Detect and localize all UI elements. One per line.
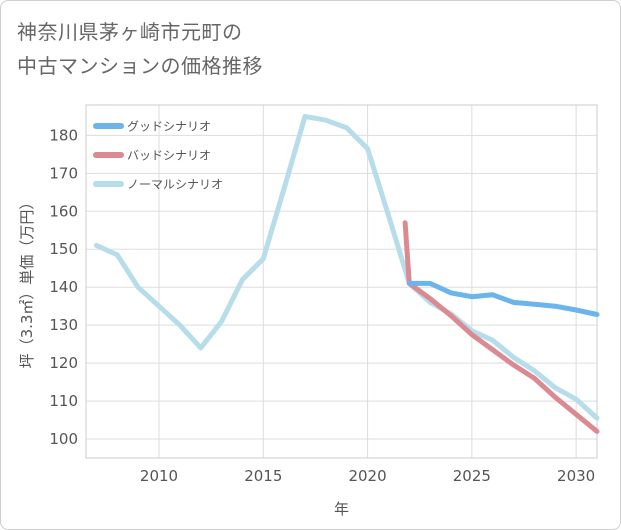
legend-label-0: グッドシナリオ <box>127 120 211 134</box>
series-lines <box>93 113 600 434</box>
x-tick-label-2010: 2010 <box>140 467 178 485</box>
chart-title-line-2: 中古マンションの価格推移 <box>17 54 263 78</box>
series-line-2 <box>93 113 600 421</box>
series-line-1 <box>402 220 600 434</box>
y-tick-label-180: 180 <box>49 126 78 144</box>
x-axis-label: 年 <box>334 500 349 518</box>
y-tick-label-170: 170 <box>49 164 78 182</box>
x-tick-label-2025: 2025 <box>453 467 491 485</box>
y-tick-label-140: 140 <box>49 278 78 296</box>
y-axis-label: 坪（3.3㎡）単価（万円） <box>18 195 36 369</box>
x-tick-label-2030: 2030 <box>557 467 595 485</box>
y-tick-label-110: 110 <box>49 392 78 410</box>
chart-title: 神奈川県茅ヶ崎市元町の 中古マンションの価格推移 <box>17 15 577 83</box>
y-tick-label-120: 120 <box>49 354 78 372</box>
grid-lines <box>86 105 597 458</box>
legend-label-1: バッドシナリオ <box>127 149 211 163</box>
y-axis-ticks: 100 110 120 130 140 150 160 170 180 <box>49 126 78 448</box>
y-tick-label-130: 130 <box>49 316 78 334</box>
chart-title-line-1: 神奈川県茅ヶ崎市元町の <box>17 20 243 44</box>
plot-area <box>85 104 598 459</box>
x-tick-label-2020: 2020 <box>348 467 386 485</box>
y-tick-label-100: 100 <box>49 430 78 448</box>
x-axis-ticks: 2010 2015 2020 2025 2030 <box>140 467 595 485</box>
y-tick-label-160: 160 <box>49 202 78 220</box>
y-tick-label-150: 150 <box>49 240 78 258</box>
series-line-0 <box>406 280 600 317</box>
legend-label-2: ノーマルシナリオ <box>127 178 223 192</box>
x-tick-label-2015: 2015 <box>244 467 282 485</box>
